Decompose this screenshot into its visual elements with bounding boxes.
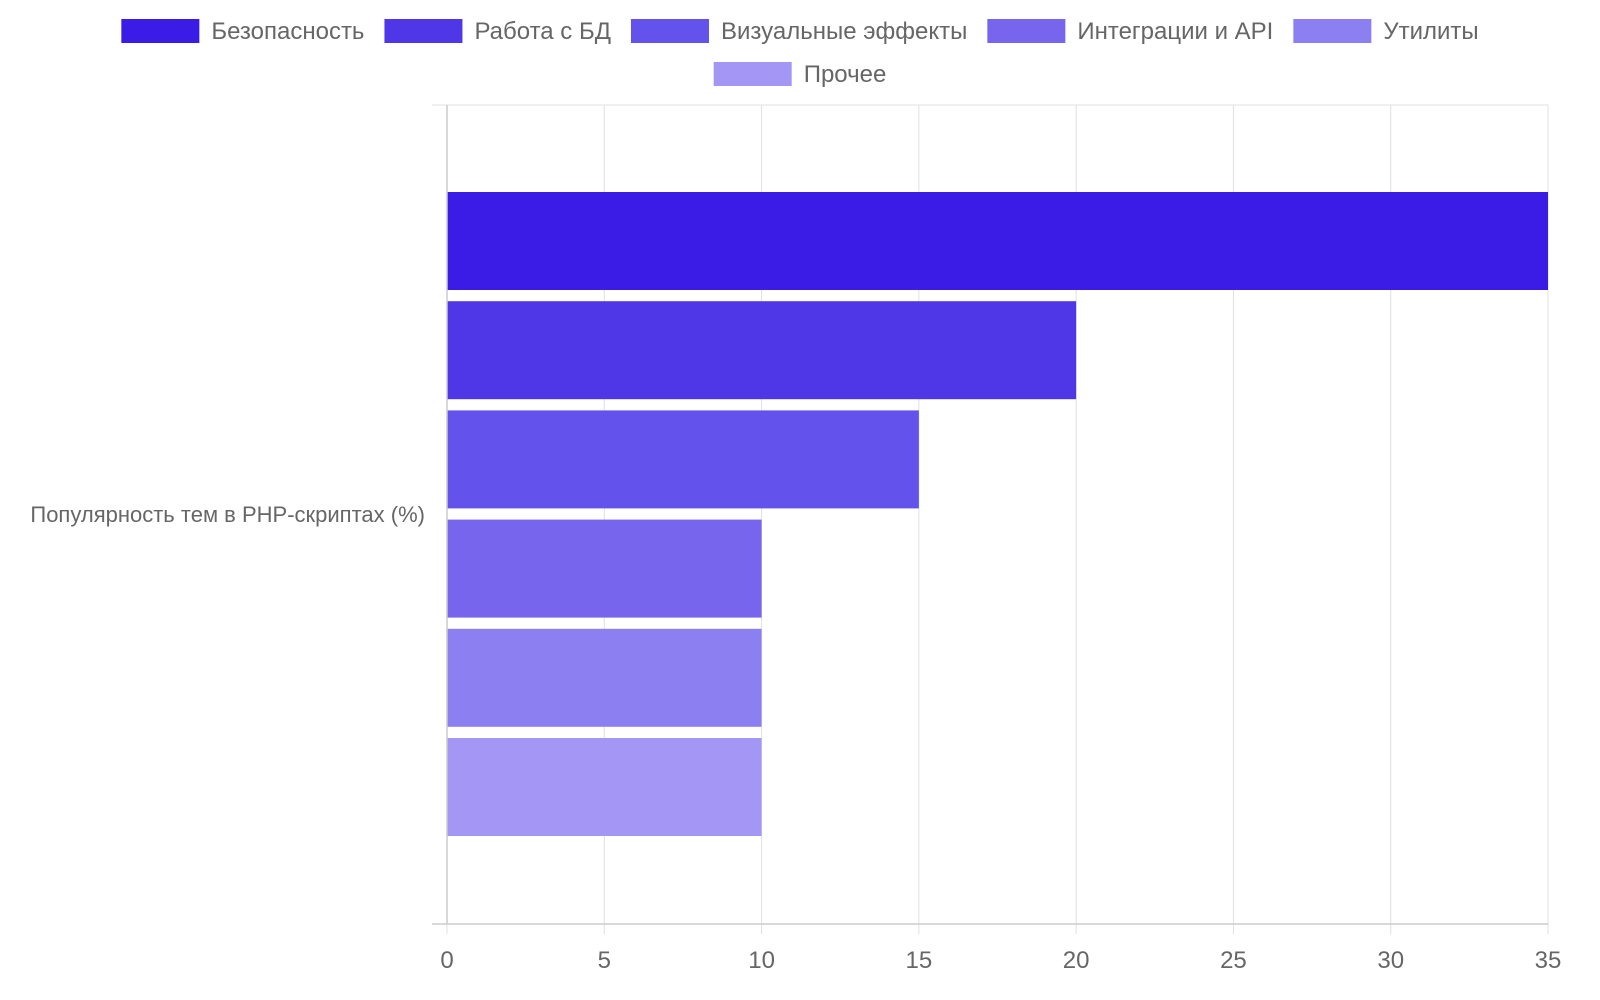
x-tick-label: 0 [440,947,453,974]
legend-item-1[interactable]: Безопасность [121,18,364,45]
legend-item-4[interactable]: Интеграции и API [987,18,1273,45]
bars [447,192,1548,836]
legend-item-6[interactable]: Прочее [713,61,887,88]
legend-swatch [987,19,1066,43]
x-tick-label: 5 [598,947,611,974]
legend-label: Визуальные эффекты [721,18,967,45]
x-tick-label: 30 [1377,947,1404,974]
legend-label: Интеграции и API [1077,18,1273,45]
legend-label: Работа с БД [474,18,611,45]
bar-5[interactable] [447,628,762,727]
legend: Безопасность Работа с БД Визуальные эффект… [121,18,1479,88]
x-tick-label: 10 [748,947,775,974]
bar-6[interactable] [447,738,762,836]
bar-1[interactable] [447,192,1548,290]
legend-swatch [713,62,792,86]
legend-label: Безопасность [211,18,364,45]
legend-label: Утилиты [1383,18,1478,45]
x-tick-label: 25 [1220,947,1247,974]
y-category-label: Популярность тем в PHP-скриптах (%) [30,502,425,527]
legend-swatch [384,19,463,43]
bar-4[interactable] [447,519,762,618]
legend-swatch [630,19,709,43]
x-tick-label: 20 [1063,947,1090,974]
bar-3[interactable] [447,410,919,509]
legend-item-5[interactable]: Утилиты [1293,18,1479,45]
x-tick-label: 15 [906,947,933,974]
legend-swatch [1293,19,1372,43]
category-labels: Популярность тем в PHP-скриптах (%) [30,502,425,527]
x-tick-labels: 0 5 10 15 20 25 30 35 [440,947,1561,974]
axes [432,105,1548,925]
legend-item-2[interactable]: Работа с БД [384,18,611,45]
bar-2[interactable] [447,301,1077,400]
x-tick-label: 35 [1535,947,1562,974]
legend-swatch [121,19,200,43]
legend-item-3[interactable]: Визуальные эффекты [630,18,967,45]
legend-label: Прочее [804,61,887,88]
